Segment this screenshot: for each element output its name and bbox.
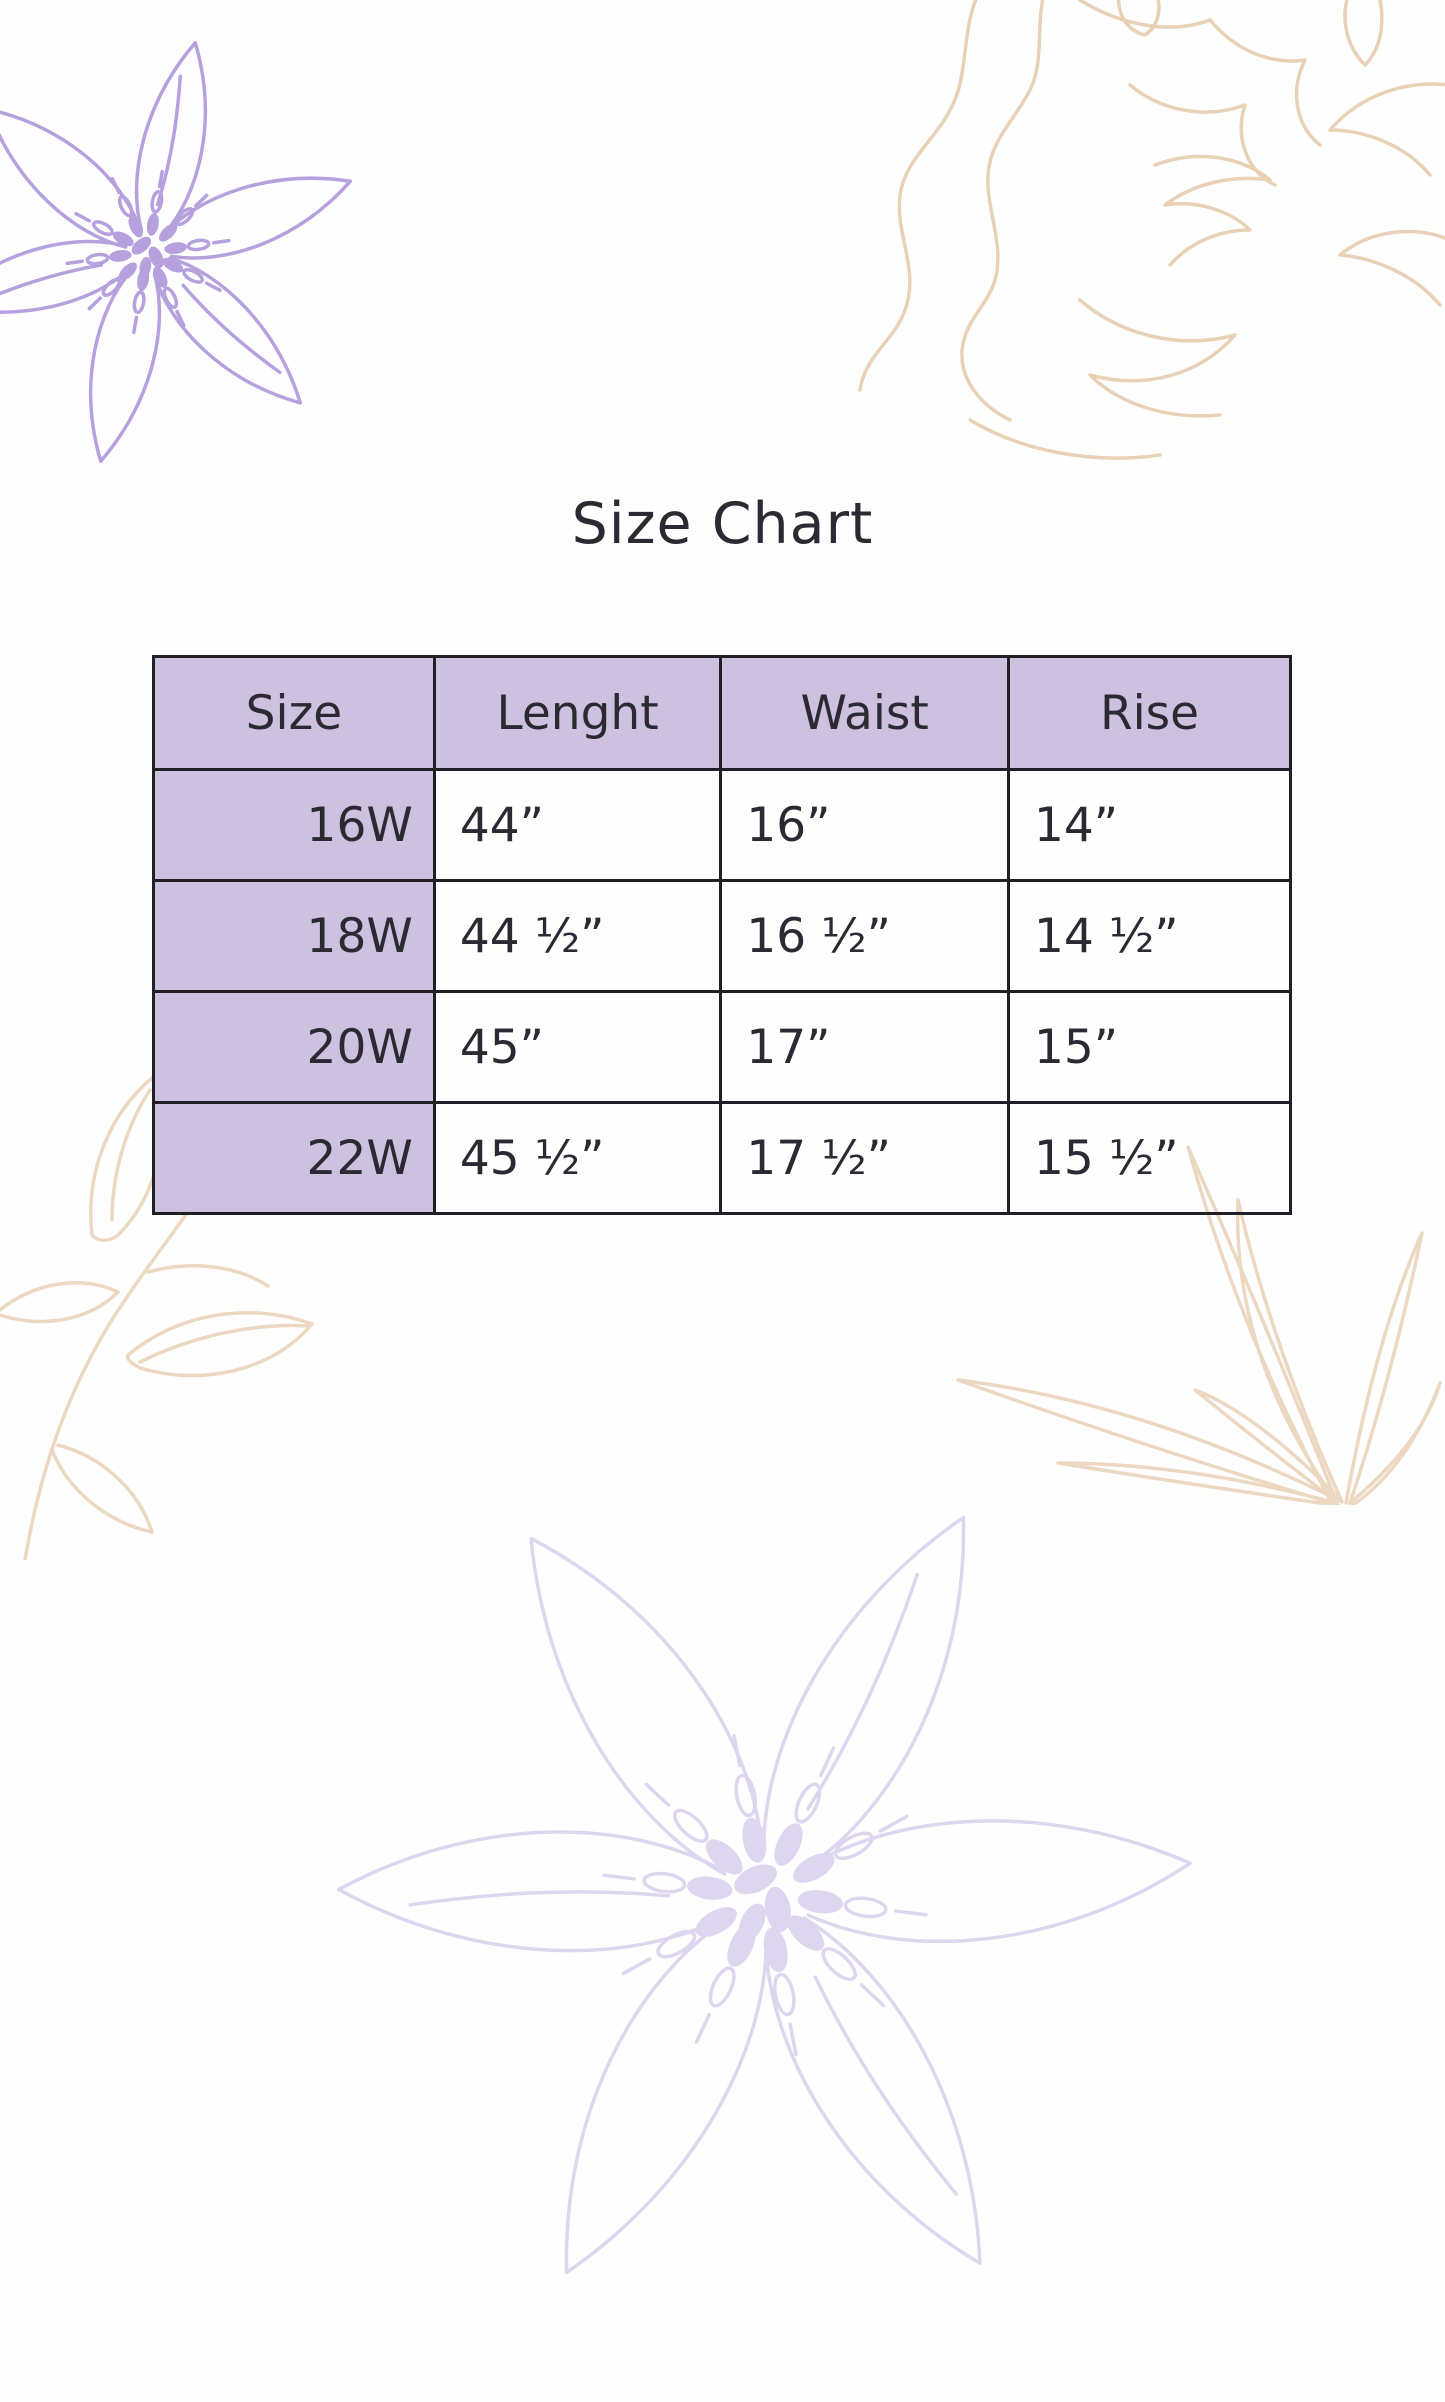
length-value: 45 ½” bbox=[432, 1101, 723, 1215]
size-label: 20W bbox=[152, 990, 436, 1104]
size-label: 22W bbox=[152, 1101, 436, 1215]
length-value: 45” bbox=[432, 990, 723, 1104]
size-chart-table: Size Lenght Waist Rise 16W 44” 16” 14” 1… bbox=[152, 655, 1292, 1215]
clematis-flower-illustration-bottom-center bbox=[258, 1388, 1272, 2402]
table-row: 20W 45” 17” 15” bbox=[152, 990, 1292, 1104]
rise-value: 14” bbox=[1007, 768, 1292, 882]
length-value: 44 ½” bbox=[432, 879, 723, 993]
waist-value: 17” bbox=[719, 990, 1010, 1104]
page-title: Size Chart bbox=[571, 491, 874, 557]
size-label: 18W bbox=[152, 879, 436, 993]
rise-value: 15” bbox=[1007, 990, 1292, 1104]
header-row: Size Lenght Waist Rise bbox=[152, 655, 1292, 771]
waist-value: 16 ½” bbox=[719, 879, 1010, 993]
table-row: 16W 44” 16” 14” bbox=[152, 768, 1292, 882]
size-label: 16W bbox=[152, 768, 436, 882]
rise-value: 14 ½” bbox=[1007, 879, 1292, 993]
waist-value: 16” bbox=[719, 768, 1010, 882]
clematis-flower-illustration-top-left bbox=[0, 0, 403, 507]
waist-value: 17 ½” bbox=[719, 1101, 1010, 1215]
length-value: 44” bbox=[432, 768, 723, 882]
peony-flower-illustration-top-right bbox=[858, 0, 1445, 460]
column-header-rise: Rise bbox=[1007, 655, 1292, 771]
column-header-waist: Waist bbox=[719, 655, 1010, 771]
column-header-size: Size bbox=[152, 655, 436, 771]
table-row: 22W 45 ½” 17 ½” 15 ½” bbox=[152, 1101, 1292, 1215]
column-header-length: Lenght bbox=[432, 655, 723, 771]
table-row: 18W 44 ½” 16 ½” 14 ½” bbox=[152, 879, 1292, 993]
rise-value: 15 ½” bbox=[1007, 1101, 1292, 1215]
